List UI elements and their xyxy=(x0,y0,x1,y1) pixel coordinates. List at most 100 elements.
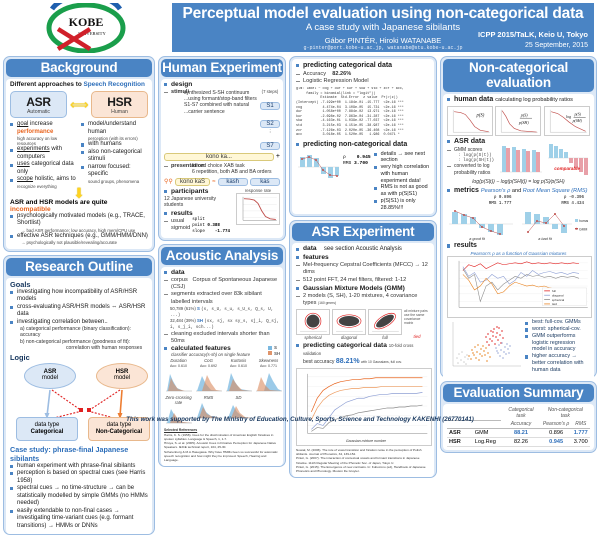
cov-figure-diagonal xyxy=(332,308,366,335)
stimulus-chip-s1[interactable]: S1 xyxy=(260,102,280,111)
point-rest: with computers xyxy=(17,146,63,160)
human-data-charts: p(S) p(S) p(SH) xyxy=(447,105,590,136)
panel-title-asr-experiment: ASR Experiment xyxy=(292,223,434,242)
reference-item: Pintér, G. (2015). The Emergence of new … xyxy=(296,464,426,473)
asr-dash: converted to log probability ratios xyxy=(447,163,496,176)
reference-item: Nowak, M. (2006). The role of vowel tran… xyxy=(296,447,422,457)
note: (160 gmms) xyxy=(317,301,337,306)
list-item: narrow focused: specific sound groups, ph… xyxy=(81,164,148,184)
and: and xyxy=(510,188,523,195)
segment-count-sh: 32,484 (39%) SH (sx, sj, sx sy_s, sj_i, … xyxy=(164,318,280,330)
stimulus-chip-s2[interactable]: S2 xyxy=(260,120,280,129)
reference-item: Harris, K. S. (1958). Cues for the discr… xyxy=(164,432,274,442)
point-rest: also non-categorical stimuli xyxy=(88,148,142,163)
conference-name: ICPP 2015/TaLK, Keio U, Tokyo xyxy=(477,30,588,40)
background-intro-a: Different approaches to xyxy=(10,81,82,88)
legend-gmm: GMM prediction xyxy=(579,228,588,232)
poster-header: KOBE UNIVERSITY Perceptual model evaluat… xyxy=(0,0,600,56)
presentation-line: 6 repetition, both AB and BA orders xyxy=(192,169,272,176)
task-prompt-chip: kono kaS xyxy=(174,177,211,186)
results-label: results xyxy=(447,242,590,251)
list-item: human experiment with phrase-final sibil… xyxy=(10,463,148,471)
background-intro: Different approaches to Speech Recogniti… xyxy=(10,81,148,88)
list-item: worst: spherical-cov. xyxy=(525,326,590,333)
approx-equals: ≈ xyxy=(212,178,216,185)
point-sub: recognize everything xyxy=(17,183,57,189)
feature-name: Zero-crossing rate xyxy=(165,394,192,406)
university-logo: KOBE UNIVERSITY xyxy=(0,0,172,56)
feature-chart-cog xyxy=(196,374,222,392)
chart-p-s: p(S) xyxy=(447,105,493,136)
svg-text:p(S): p(S) xyxy=(573,112,581,116)
group-header-noncategorical: Non-categorical task xyxy=(547,407,583,420)
v: -1.774 xyxy=(214,229,230,234)
k: predicting categorical data xyxy=(303,341,387,349)
design-label: design xyxy=(164,81,280,89)
logo-subtext: UNIVERSITY xyxy=(78,31,106,36)
table-row: ASR GMM 88.21 0.896 1.777 xyxy=(447,428,590,439)
stimuli-line: synthesized S-SH continuum xyxy=(184,89,250,96)
point-lead: experiments xyxy=(17,146,50,153)
k: slope xyxy=(192,229,205,234)
glm-code-block: glm: label ~ cog + dur + kur + skw + std… xyxy=(296,87,404,138)
asr-name: ASR xyxy=(26,95,51,109)
goal-sub-a: a) categorical performance (binary class… xyxy=(20,326,131,339)
page-subtitle: A case study with Japanese sibilants xyxy=(305,22,461,34)
bullet-sub: → bad ASR performance: low accuracy, hig… xyxy=(21,227,136,233)
comparable-annotation: comparable xyxy=(554,165,580,171)
note: with 10 Gaussians, full cov. xyxy=(361,360,402,365)
legend-full: full xyxy=(552,290,556,294)
list-item: GMM outperforms logistic regression mode… xyxy=(525,333,590,353)
feature-name: SD xyxy=(235,394,242,400)
task-option-1[interactable]: kash xyxy=(217,177,248,186)
kobe-university-logo-icon: KOBE UNIVERSITY xyxy=(46,3,126,53)
bullet-main: effective ASR techniques (e.g., GMM/HMM/… xyxy=(17,232,148,239)
list-item: experiments with computers xyxy=(10,146,77,161)
plus-sign: + xyxy=(275,153,280,161)
feature-name: RMS xyxy=(203,394,214,400)
ipa: (s, s_U, s_u, s_U_s, Q_s, U, ...) xyxy=(170,306,274,319)
list-item: higher accuracy → better correlation wit… xyxy=(525,353,590,373)
k: metrics xyxy=(454,187,479,195)
asr-features-label: features xyxy=(296,254,430,262)
goodfit-rho: ρ 0.896 xyxy=(493,195,512,200)
goodfit-rms: RMS 1.777 xyxy=(488,201,512,206)
stimuli-line: S1-S7 combined with natural xyxy=(184,102,250,109)
speaker-icon: ⚲⚲ xyxy=(164,179,173,186)
result-splitpoint: split point 0.388 xyxy=(192,218,234,230)
feature-chart-skewness xyxy=(256,372,282,392)
accuracy-correlation-scatter xyxy=(452,322,521,367)
panel-title-human-experiment: Human Experiment xyxy=(161,59,283,77)
references-left: Selected References Harris, K. S. (1958)… xyxy=(164,428,280,462)
goodfit-caption: a good fit xyxy=(469,237,486,241)
stimuli-line: ...using formant/stop-band filters xyxy=(184,95,257,102)
panel-noncategorical-evaluation: Non-categorical evaluation human data ca… xyxy=(440,56,597,393)
note: calculating log probability ratios xyxy=(495,97,573,103)
cov-note: all mixture pairs use the same covarianc… xyxy=(404,308,428,326)
k: human data xyxy=(454,96,494,103)
feature-acc: Acc: 0.771 xyxy=(260,363,277,368)
point-rest: narrow focused: specific xyxy=(88,163,131,178)
task-option-2[interactable]: kas xyxy=(249,177,280,186)
reference-item: Scharenborg & M.A.Hasegawa. Why have HMM… xyxy=(164,449,278,462)
metrics-label: metrics Pearson's ρ and Root Mean Square… xyxy=(447,187,590,196)
conference-date: 25 September, 2015 xyxy=(524,41,588,49)
k: Accuracy xyxy=(303,70,327,77)
noncat-rms: RMS 3.700 xyxy=(343,161,371,168)
reference-item: Pintér, G. (2007). The interaction of co… xyxy=(296,456,420,465)
feature-charts-row-1: Duration Acc: 0.610 CoG Acc: 0.692 Kurto… xyxy=(164,358,282,393)
logic-hsr-model: HSR model xyxy=(96,362,148,389)
cov-figure-spherical xyxy=(296,308,330,335)
panel-title-outline: Research Outline xyxy=(6,257,152,276)
v: Corpus of Spontaneous Japanese (CSJ) xyxy=(171,276,278,291)
logic-asr-model: ASR model xyxy=(24,362,76,389)
row-rho: 0.945 xyxy=(540,437,572,448)
asr-feature-line: 512 point FFT, 24 mel filters, filtered:… xyxy=(296,277,430,284)
stimulus-chip-s7[interactable]: S7 xyxy=(260,141,280,150)
group-header-categorical: Categorical task xyxy=(508,407,534,420)
point-lead: scope xyxy=(17,176,34,183)
legend-sh: SH xyxy=(274,350,280,356)
n: 50,789 (61%) xyxy=(170,305,196,311)
rho-vs-mixtures-chart: full diagonal spherical tied xyxy=(447,256,592,319)
presentation-line: forced choice XAB task xyxy=(192,163,245,170)
